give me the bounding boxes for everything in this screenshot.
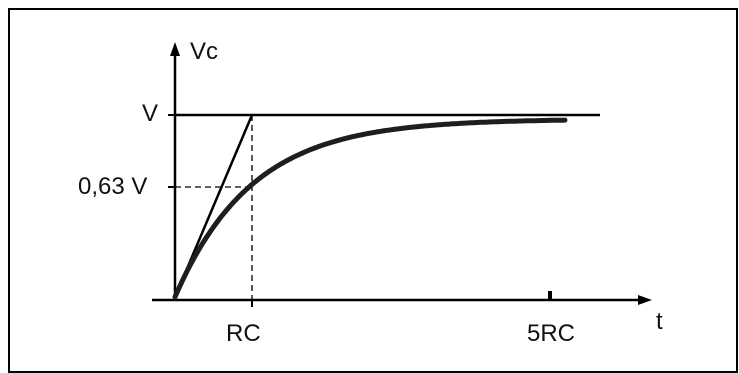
five-rc-label: 5RC — [527, 320, 576, 347]
x-axis-label: t — [656, 308, 663, 335]
y-axis-label: Vc — [190, 38, 219, 65]
charge-curve — [172, 117, 568, 300]
v-level-label: V — [142, 100, 159, 127]
y-axis-arrow-icon — [170, 42, 180, 56]
v63-level-label: 0,63 V — [78, 173, 148, 200]
x-axis-arrow-icon — [638, 295, 652, 305]
rc-label: RC — [226, 320, 261, 347]
